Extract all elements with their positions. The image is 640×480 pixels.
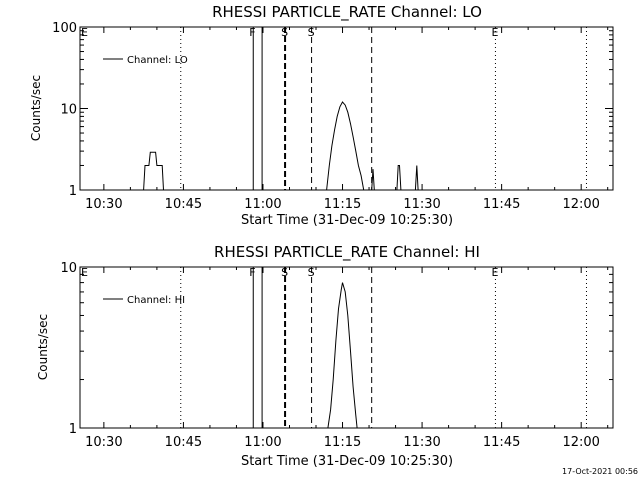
x-tick-label: 11:00 xyxy=(244,197,281,212)
event-marker-label: S xyxy=(308,26,315,39)
event-marker-label: E xyxy=(491,266,498,279)
y-tick-label: 1 xyxy=(69,184,77,199)
legend-label: Channel: HI xyxy=(127,295,185,306)
y-tick-label: 10 xyxy=(60,103,77,118)
legend-label: Channel: LO xyxy=(127,55,188,66)
x-tick-label: 11:00 xyxy=(244,435,281,450)
event-marker-label: F xyxy=(249,26,255,39)
hi-channel-panel: RHESSI PARTICLE_RATE Channel: HI Counts/… xyxy=(36,243,614,469)
x-tick-label: 11:30 xyxy=(403,435,440,450)
panel-title-lo: RHESSI PARTICLE_RATE Channel: LO xyxy=(212,3,482,22)
event-marker-label: S xyxy=(308,266,315,279)
x-tick-label: 11:45 xyxy=(483,197,520,212)
x-tick-label: 10:30 xyxy=(85,435,122,450)
y-axis-label-lo: Counts/sec xyxy=(29,75,43,141)
event-marker-label: F xyxy=(249,266,255,279)
x-axis-label-hi: Start Time (31-Dec-09 10:25:30) xyxy=(241,454,453,469)
x-tick-label: 10:45 xyxy=(165,197,202,212)
x-tick-label: 11:30 xyxy=(403,197,440,212)
event-marker-label: E xyxy=(81,26,88,39)
x-tick-label: 11:45 xyxy=(483,435,520,450)
x-tick-label: 11:15 xyxy=(324,197,361,212)
data-series-line xyxy=(143,101,419,191)
y-axis-label-hi: Counts/sec xyxy=(36,314,50,380)
y-tick-label: 10 xyxy=(60,261,77,276)
x-tick-label: 11:15 xyxy=(324,435,361,450)
x-tick-label: 10:30 xyxy=(85,197,122,212)
y-tick-label: 100 xyxy=(52,21,77,36)
y-tick-label: 1 xyxy=(69,422,77,437)
plot-frame xyxy=(79,266,614,429)
x-tick-label: 12:00 xyxy=(562,197,599,212)
event-marker-label: E xyxy=(81,266,88,279)
panel-title-hi: RHESSI PARTICLE_RATE Channel: HI xyxy=(214,243,480,262)
lo-channel-panel: RHESSI PARTICLE_RATE Channel: LO Counts/… xyxy=(29,3,614,228)
event-marker-label: S xyxy=(281,26,288,39)
event-marker-label: E xyxy=(491,26,498,39)
event-marker-label: S xyxy=(281,266,288,279)
x-tick-label: 12:00 xyxy=(562,435,599,450)
data-series-line xyxy=(327,282,358,429)
generation-timestamp: 17-Oct-2021 00:56 xyxy=(562,467,638,476)
x-axis-label-lo: Start Time (31-Dec-09 10:25:30) xyxy=(241,213,453,228)
x-tick-label: 10:45 xyxy=(165,435,202,450)
